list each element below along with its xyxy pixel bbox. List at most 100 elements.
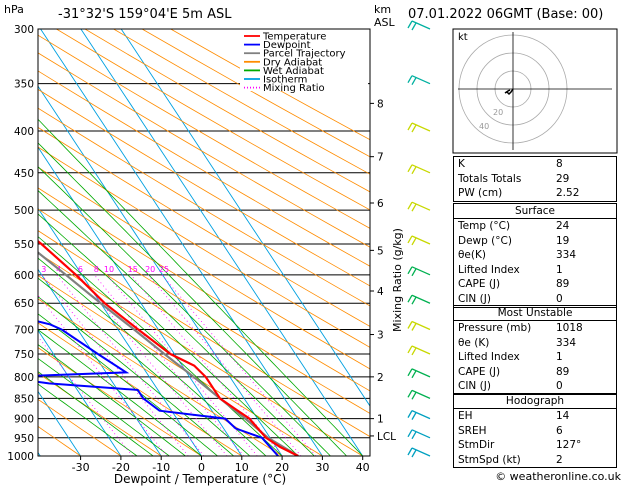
footer-credit: © weatheronline.co.uk (495, 470, 621, 483)
wind-barb-flag (407, 429, 413, 438)
mixing-ratio-label: 8 (94, 265, 99, 274)
wind-barb-flag (411, 392, 417, 400)
hodograph-table: Hodograph EH 14 SREH 6 StmDir 127° StmSpd (kt) 2 (453, 393, 617, 469)
dry-adiabat-line (141, 29, 370, 158)
dry-adiabat-line (38, 398, 122, 456)
wind-barb-flag (411, 22, 417, 31)
mixing-ratio-line (130, 274, 283, 456)
most-unstable-row: θe (K) 334 (454, 336, 616, 351)
pressure-tick-label: 600 (14, 270, 34, 282)
surface-title: Surface (454, 204, 616, 219)
x-tick-label: 20 (275, 461, 289, 474)
hodograph-unit-label: kt (458, 32, 468, 43)
most-unstable-label: CIN (J) (458, 380, 491, 393)
index-value: 2.52 (556, 187, 580, 200)
hodograph-param-label: EH (458, 410, 473, 422)
isotherm-line (80, 29, 364, 456)
wind-barb-flag (411, 203, 417, 212)
surface-table: Surface Temp (°C) 24 Dewp (°C) 19 θe(K) 334 Lif… (453, 203, 617, 308)
x-tick-label: 30 (315, 461, 329, 474)
hodograph-ring-label: 20 (493, 108, 503, 117)
hodograph-trace (504, 88, 514, 96)
wet-adiabat-line (38, 371, 154, 456)
wind-barb (411, 389, 431, 399)
asl-label: ASL (374, 16, 396, 29)
wind-barb-flag (411, 237, 417, 246)
wet-adiabat-line (38, 296, 234, 456)
index-label: PW (cm) (458, 187, 503, 200)
index-row: PW (cm) 2.52 (454, 186, 616, 201)
temperature-line (38, 239, 299, 456)
most-unstable-row: CAPE (J) 89 (454, 365, 616, 380)
surface-row: Lifted Index 1 (454, 263, 616, 278)
dry-adiabat-line (38, 88, 370, 287)
mixing-ratio-line (161, 274, 317, 456)
legend-entry: Wet Adiabat (263, 66, 324, 77)
wind-barb (411, 345, 431, 355)
surface-row: Temp (°C) 24 (454, 219, 616, 234)
wind-barb-flag (411, 166, 417, 175)
location-title: -31°32'S 159°04'E 5m ASL (58, 7, 232, 22)
wet-adiabat-line (38, 257, 267, 456)
wet-adiabat-line (38, 383, 138, 456)
isotherm-line (38, 207, 202, 456)
wind-barb (411, 75, 431, 85)
parcel-trajectory-line (38, 251, 299, 456)
dry-adiabat-line (38, 107, 370, 307)
km-tick-label: 2 (377, 372, 384, 384)
pressure-tick-label: 850 (14, 393, 34, 405)
mixing-ratio-label: 15 (128, 265, 138, 274)
pressure-tick-label: 1000 (7, 451, 34, 463)
most-unstable-label: Lifted Index (458, 351, 520, 364)
wind-barb-flag (411, 124, 417, 133)
index-label: K (458, 158, 465, 170)
wind-barb-flag (407, 20, 413, 29)
surface-value: 334 (556, 249, 577, 262)
x-tick-label: -20 (112, 461, 130, 474)
km-tick-label: 4 (377, 286, 384, 298)
km-tick-label: 3 (377, 330, 384, 342)
surface-label: Temp (°C) (458, 220, 511, 232)
surface-value: 1 (556, 263, 563, 276)
x-tick-label: 10 (235, 461, 249, 474)
most-unstable-title: Most Unstable (454, 306, 616, 321)
hodograph-param-value: 14 (556, 410, 570, 422)
surface-label: Lifted Index (458, 263, 520, 276)
pressure-tick-label: 300 (14, 24, 34, 36)
wind-barb (411, 164, 431, 174)
wind-barb-flag (407, 368, 413, 377)
wind-barb (411, 235, 431, 245)
surface-value: 24 (556, 220, 570, 232)
surface-value: 19 (556, 234, 570, 247)
legend-entry: Parcel Trajectory (263, 49, 346, 60)
pressure-tick-label: 500 (14, 205, 34, 217)
mixing-ratio-line (38, 336, 133, 456)
hodograph-param-label: StmDir (458, 439, 495, 452)
plot-frame (37, 28, 371, 457)
mixing-ratio-label: 6 (78, 265, 83, 274)
dry-adiabat-line (38, 298, 283, 456)
most-unstable-table: Most Unstable Pressure (mb) 1018 θe (K) 334 L… (453, 305, 617, 395)
surface-value: 0 (556, 292, 563, 305)
dry-adiabat-line (56, 29, 370, 211)
wind-barb-flag (411, 347, 417, 356)
wind-barb-flag (411, 412, 417, 420)
wind-barb (411, 294, 431, 304)
mixing-ratio-label: 3 (41, 265, 46, 274)
x-tick-label: -30 (72, 461, 90, 474)
dry-adiabat-line (38, 208, 370, 414)
mixing-ratio-label: 25 (159, 265, 169, 274)
hodograph-param-title: Hodograph (454, 394, 616, 409)
wind-barb-flag (411, 323, 417, 331)
mixing-ratio-line (147, 274, 302, 456)
km-label: km (374, 3, 391, 16)
hodograph-param-value: 127° (556, 439, 582, 452)
wind-barb-flag (407, 345, 413, 354)
wind-barb-flag (407, 447, 413, 456)
surface-label: Dewp (°C) (458, 234, 512, 247)
km-tick-label: 8 (377, 98, 384, 110)
wind-barb (411, 201, 431, 211)
dry-adiabat-line (38, 70, 370, 267)
hodograph-param-row: StmSpd (kt) 2 (454, 453, 616, 468)
